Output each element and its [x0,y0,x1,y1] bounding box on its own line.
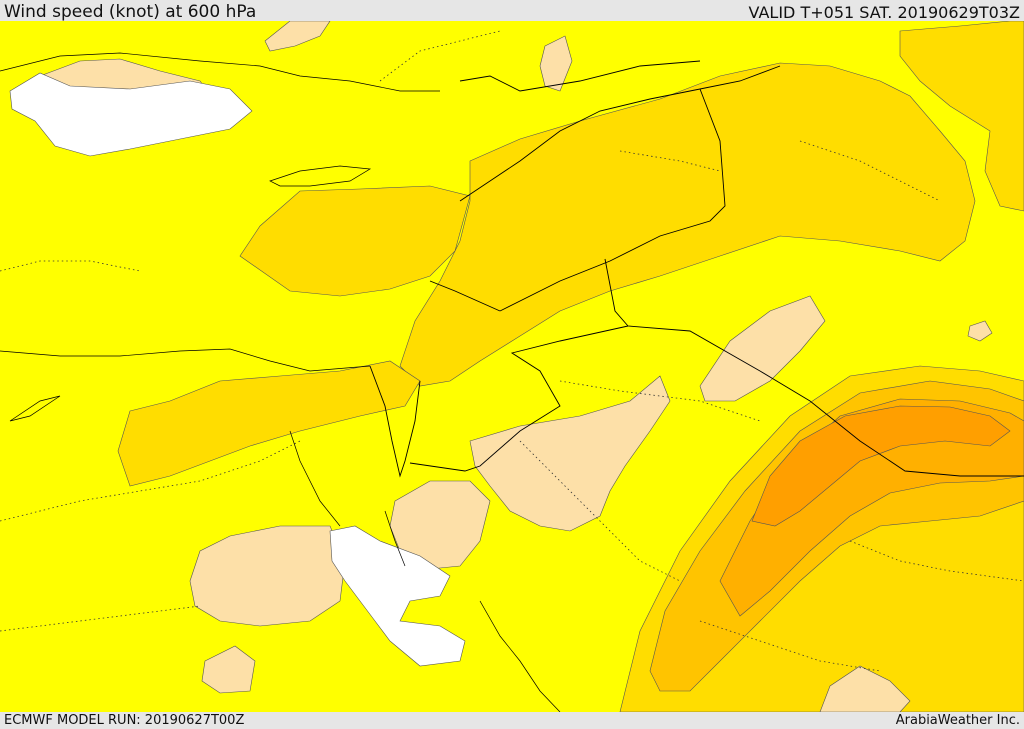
light-wind-sinai-patch [189,525,346,627]
moderate-wind-band-ne [899,21,1024,212]
light-wind-south-egypt [201,645,256,694]
country-borders [369,60,1024,478]
light-wind-saudi-south [819,665,911,712]
calm-area-anatolia [9,72,253,157]
wind-speed-map[interactable] [0,21,1024,712]
light-wind-aegean-top [264,21,331,52]
model-run: ECMWF MODEL RUN: 20190627T00Z [4,713,245,728]
map-title: Wind speed (knot) at 600 hPa [4,2,257,22]
footer-bar: ECMWF MODEL RUN: 20190627T00Z ArabiaWeat… [0,712,1024,729]
coastlines [0,52,561,712]
header-bar: Wind speed (knot) at 600 hPa VALID T+051… [0,0,1024,22]
jet-core-maximum [751,405,1011,527]
light-wind-iraq-small [967,320,993,342]
calm-area-red-sea [329,525,466,667]
light-wind-jordan [699,295,826,402]
province-borders [0,30,1024,672]
light-wind-black-sea [539,35,573,92]
moderate-wind-band-west [239,185,471,297]
moderate-wind-band-sinai [117,360,421,487]
credit-text: ArabiaWeather Inc. [895,713,1020,728]
valid-time: VALID T+051 SAT. 20190629T03Z [748,3,1020,22]
light-wind-syria-desert [469,375,671,532]
light-wind-red-sea-west [389,480,491,570]
